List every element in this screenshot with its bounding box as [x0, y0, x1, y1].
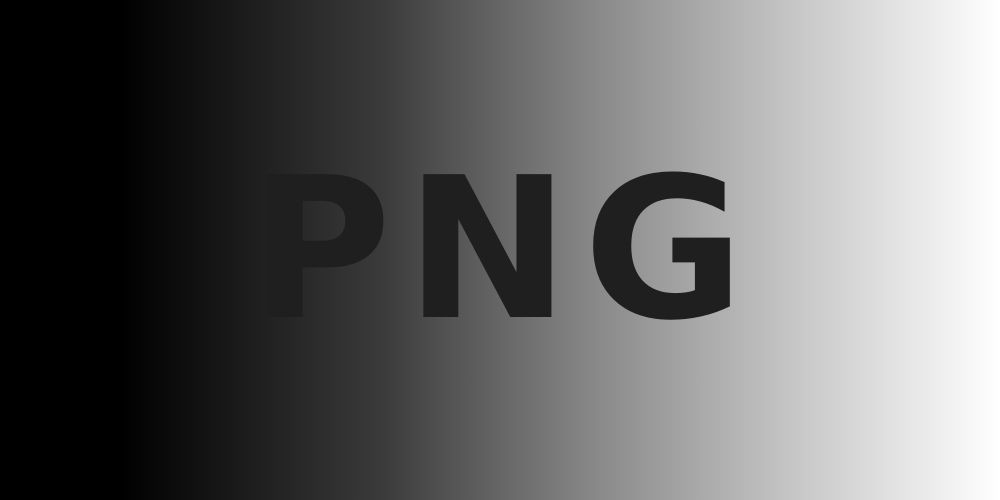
png-label: PNG [247, 136, 759, 364]
gradient-background: PNG [0, 0, 1000, 500]
